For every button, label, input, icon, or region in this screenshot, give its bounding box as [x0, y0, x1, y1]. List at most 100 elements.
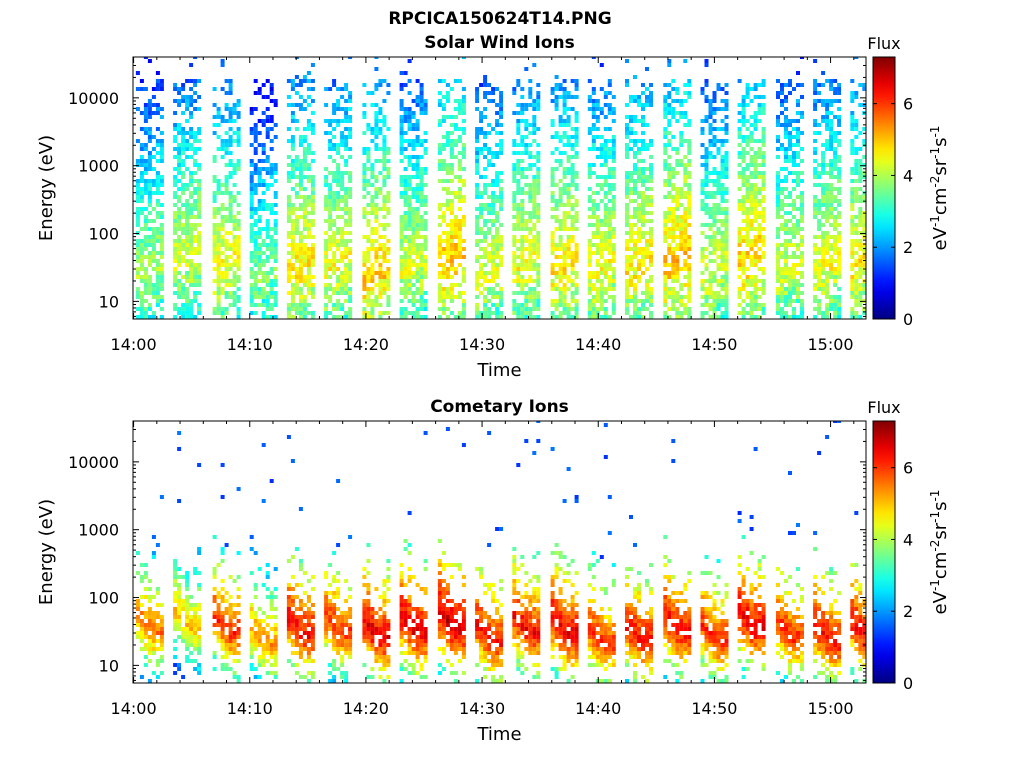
flux-cell [419, 227, 424, 231]
flux-cell [147, 263, 152, 267]
flux-cell [302, 227, 307, 231]
flux-cell [437, 263, 442, 267]
flux-cell [143, 279, 148, 283]
flux-cell [757, 307, 762, 311]
flux-cell [370, 127, 375, 131]
flux-cell [147, 135, 152, 139]
flux-cell [302, 251, 307, 255]
flux-cell [833, 239, 838, 243]
flux-cell [290, 115, 295, 119]
flux-cell [193, 199, 198, 203]
flux-cell [340, 183, 345, 187]
flux-cell [336, 123, 341, 127]
flux-cell [524, 211, 529, 215]
flux-cell [591, 143, 596, 147]
flux-cell [663, 287, 668, 291]
flux-cell [850, 227, 855, 231]
flux-cell [399, 311, 404, 315]
flux-cell [566, 115, 571, 119]
flux-cell [780, 255, 784, 259]
flux-cell [415, 79, 420, 83]
flux-cell [193, 215, 198, 219]
flux-cell [212, 267, 217, 271]
flux-cell [776, 307, 780, 311]
flux-cell [324, 203, 329, 207]
flux-cell [611, 227, 616, 231]
flux-cell [411, 143, 416, 147]
flux-cell [344, 207, 349, 211]
flux-cell [784, 223, 788, 227]
flux-cell [796, 231, 800, 235]
flux-cell [294, 119, 299, 123]
flux-cell [197, 167, 202, 171]
flux-cell [625, 155, 629, 159]
flux-cell [461, 87, 466, 91]
flux-cell [324, 179, 329, 183]
flux-cell [663, 311, 668, 315]
flux-cell [741, 267, 746, 271]
flux-cell [649, 103, 653, 107]
flux-cell [566, 203, 571, 207]
flux-cell [667, 231, 672, 235]
flux-cell [328, 203, 333, 207]
flux-cell [753, 219, 758, 223]
flux-cell [720, 295, 725, 299]
flux-cell [302, 159, 307, 163]
flux-cell [370, 207, 375, 211]
flux-cell [683, 223, 688, 227]
flux-cell [708, 155, 713, 159]
flux-cell [858, 295, 863, 299]
flux-cell [554, 107, 559, 111]
flux-cell [370, 195, 375, 199]
flux-cell [437, 143, 442, 147]
flux-cell [475, 87, 480, 91]
flux-cell [151, 235, 156, 239]
flux-cell [528, 227, 533, 231]
flux-cell [749, 203, 754, 207]
flux-cell [135, 211, 140, 215]
flux-cell [491, 203, 496, 207]
flux-cell [720, 259, 725, 263]
flux-cell [415, 207, 420, 211]
flux-cell [833, 227, 838, 231]
flux-cell [273, 135, 278, 139]
flux-cell [366, 303, 371, 307]
flux-cell [813, 259, 818, 263]
flux-cell [324, 103, 329, 107]
flux-cell [724, 247, 729, 251]
flux-cell [181, 287, 186, 291]
flux-cell [611, 95, 616, 99]
flux-cell [457, 195, 462, 199]
flux-cell [574, 79, 579, 83]
flux-cell [185, 95, 190, 99]
flux-cell [336, 175, 341, 179]
flux-cell [159, 115, 164, 119]
flux-cell [780, 291, 784, 295]
flux-cell [749, 155, 754, 159]
flux-cell [603, 207, 608, 211]
flux-cell [290, 79, 295, 83]
flux-cell [483, 271, 488, 275]
flux-cell [570, 215, 575, 219]
flux-cell [679, 227, 684, 231]
flux-cell [837, 239, 842, 243]
flux-cell [499, 111, 504, 115]
flux-cell [837, 307, 842, 311]
flux-cell [550, 135, 555, 139]
flux-cell [854, 239, 859, 243]
flux-cell [776, 135, 780, 139]
flux-cell [419, 99, 424, 103]
flux-cell [784, 195, 788, 199]
flux-cell [741, 107, 746, 111]
flux-cell [641, 231, 645, 235]
flux-cell [591, 251, 596, 255]
flux-cell [633, 231, 637, 235]
flux-cell [487, 315, 492, 319]
flux-cell [374, 211, 379, 215]
flux-cell [370, 291, 375, 295]
flux-cell [712, 179, 717, 183]
flux-cell [362, 287, 367, 291]
flux-cell [374, 87, 379, 91]
flux-cell [625, 103, 629, 107]
flux-cell [550, 243, 555, 247]
